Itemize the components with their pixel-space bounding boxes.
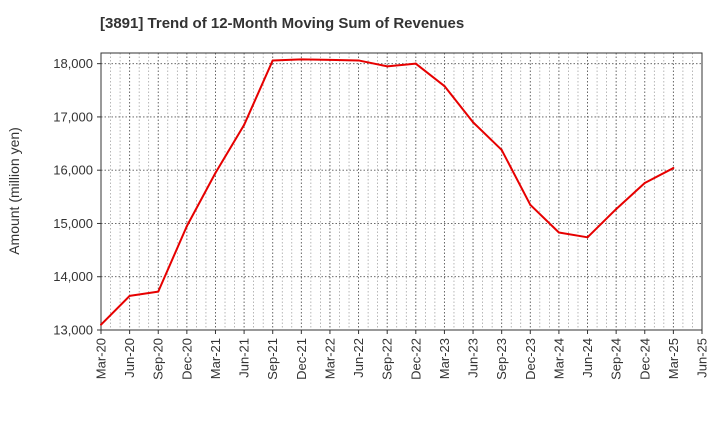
x-tick-label: Jun-20 [122, 338, 137, 378]
plot-frame [100, 52, 703, 331]
x-tick-label: Jun-21 [237, 338, 252, 378]
x-tick-label: Jun-25 [695, 338, 710, 378]
x-tick-label: Mar-20 [94, 338, 109, 379]
data-point [443, 85, 446, 88]
x-tick-label: Dec-22 [408, 338, 423, 380]
x-tick-label: Mar-23 [437, 338, 452, 379]
data-point [185, 225, 188, 228]
data-point [357, 59, 360, 62]
data-point [271, 59, 274, 62]
y-axis-ticks: 13,000 14,000 15,000 16,000 17,000 18,000 [53, 56, 101, 338]
data-point [529, 203, 532, 206]
data-point [586, 236, 589, 239]
data-point [643, 181, 646, 184]
data-point [214, 171, 217, 174]
x-tick-label: Sep-20 [151, 338, 166, 380]
x-tick-label: Sep-21 [265, 338, 280, 380]
x-tick-label: Mar-21 [208, 338, 223, 379]
x-axis-ticks: Mar-20 Jun-20 Sep-20 Dec-20 Mar-21 Jun-21 Sep-… [94, 330, 710, 380]
x-tick-label: Dec-20 [179, 338, 194, 380]
x-tick-label: Sep-22 [380, 338, 395, 380]
data-point [500, 148, 503, 151]
x-tick-label: Dec-24 [637, 338, 652, 380]
y-tick-label: 13,000 [53, 323, 93, 338]
y-tick-label: 14,000 [53, 269, 93, 284]
y-axis-label: Amount (million yen) [6, 127, 22, 255]
data-point [243, 123, 246, 126]
x-tick-label: Sep-24 [609, 338, 624, 380]
data-point [328, 58, 331, 61]
y-tick-label: 18,000 [53, 56, 93, 71]
x-tick-label: Jun-22 [351, 338, 366, 378]
y-tick-label: 16,000 [53, 163, 93, 178]
x-tick-label: Mar-24 [551, 338, 566, 379]
data-point [128, 294, 131, 297]
x-tick-label: Mar-25 [666, 338, 681, 379]
chart-title: [3891] Trend of 12-Month Moving Sum of R… [100, 15, 465, 32]
x-tick-label: Mar-22 [322, 338, 337, 379]
x-tick-label: Dec-23 [523, 338, 538, 380]
y-tick-label: 17,000 [53, 109, 93, 124]
x-tick-label: Jun-24 [580, 338, 595, 378]
x-tick-label: Sep-23 [494, 338, 509, 380]
data-point [300, 58, 303, 61]
x-tick-label: Jun-23 [466, 338, 481, 378]
x-tick-label: Dec-21 [294, 338, 309, 380]
data-point [557, 231, 560, 234]
data-point [386, 65, 389, 68]
gridlines [101, 53, 702, 331]
series-layer [100, 58, 675, 326]
data-point [157, 290, 160, 293]
y-tick-label: 15,000 [53, 216, 93, 231]
data-point [672, 167, 675, 170]
data-point [472, 121, 475, 124]
data-point [414, 62, 417, 65]
data-point [615, 208, 618, 211]
data-point [100, 323, 102, 326]
